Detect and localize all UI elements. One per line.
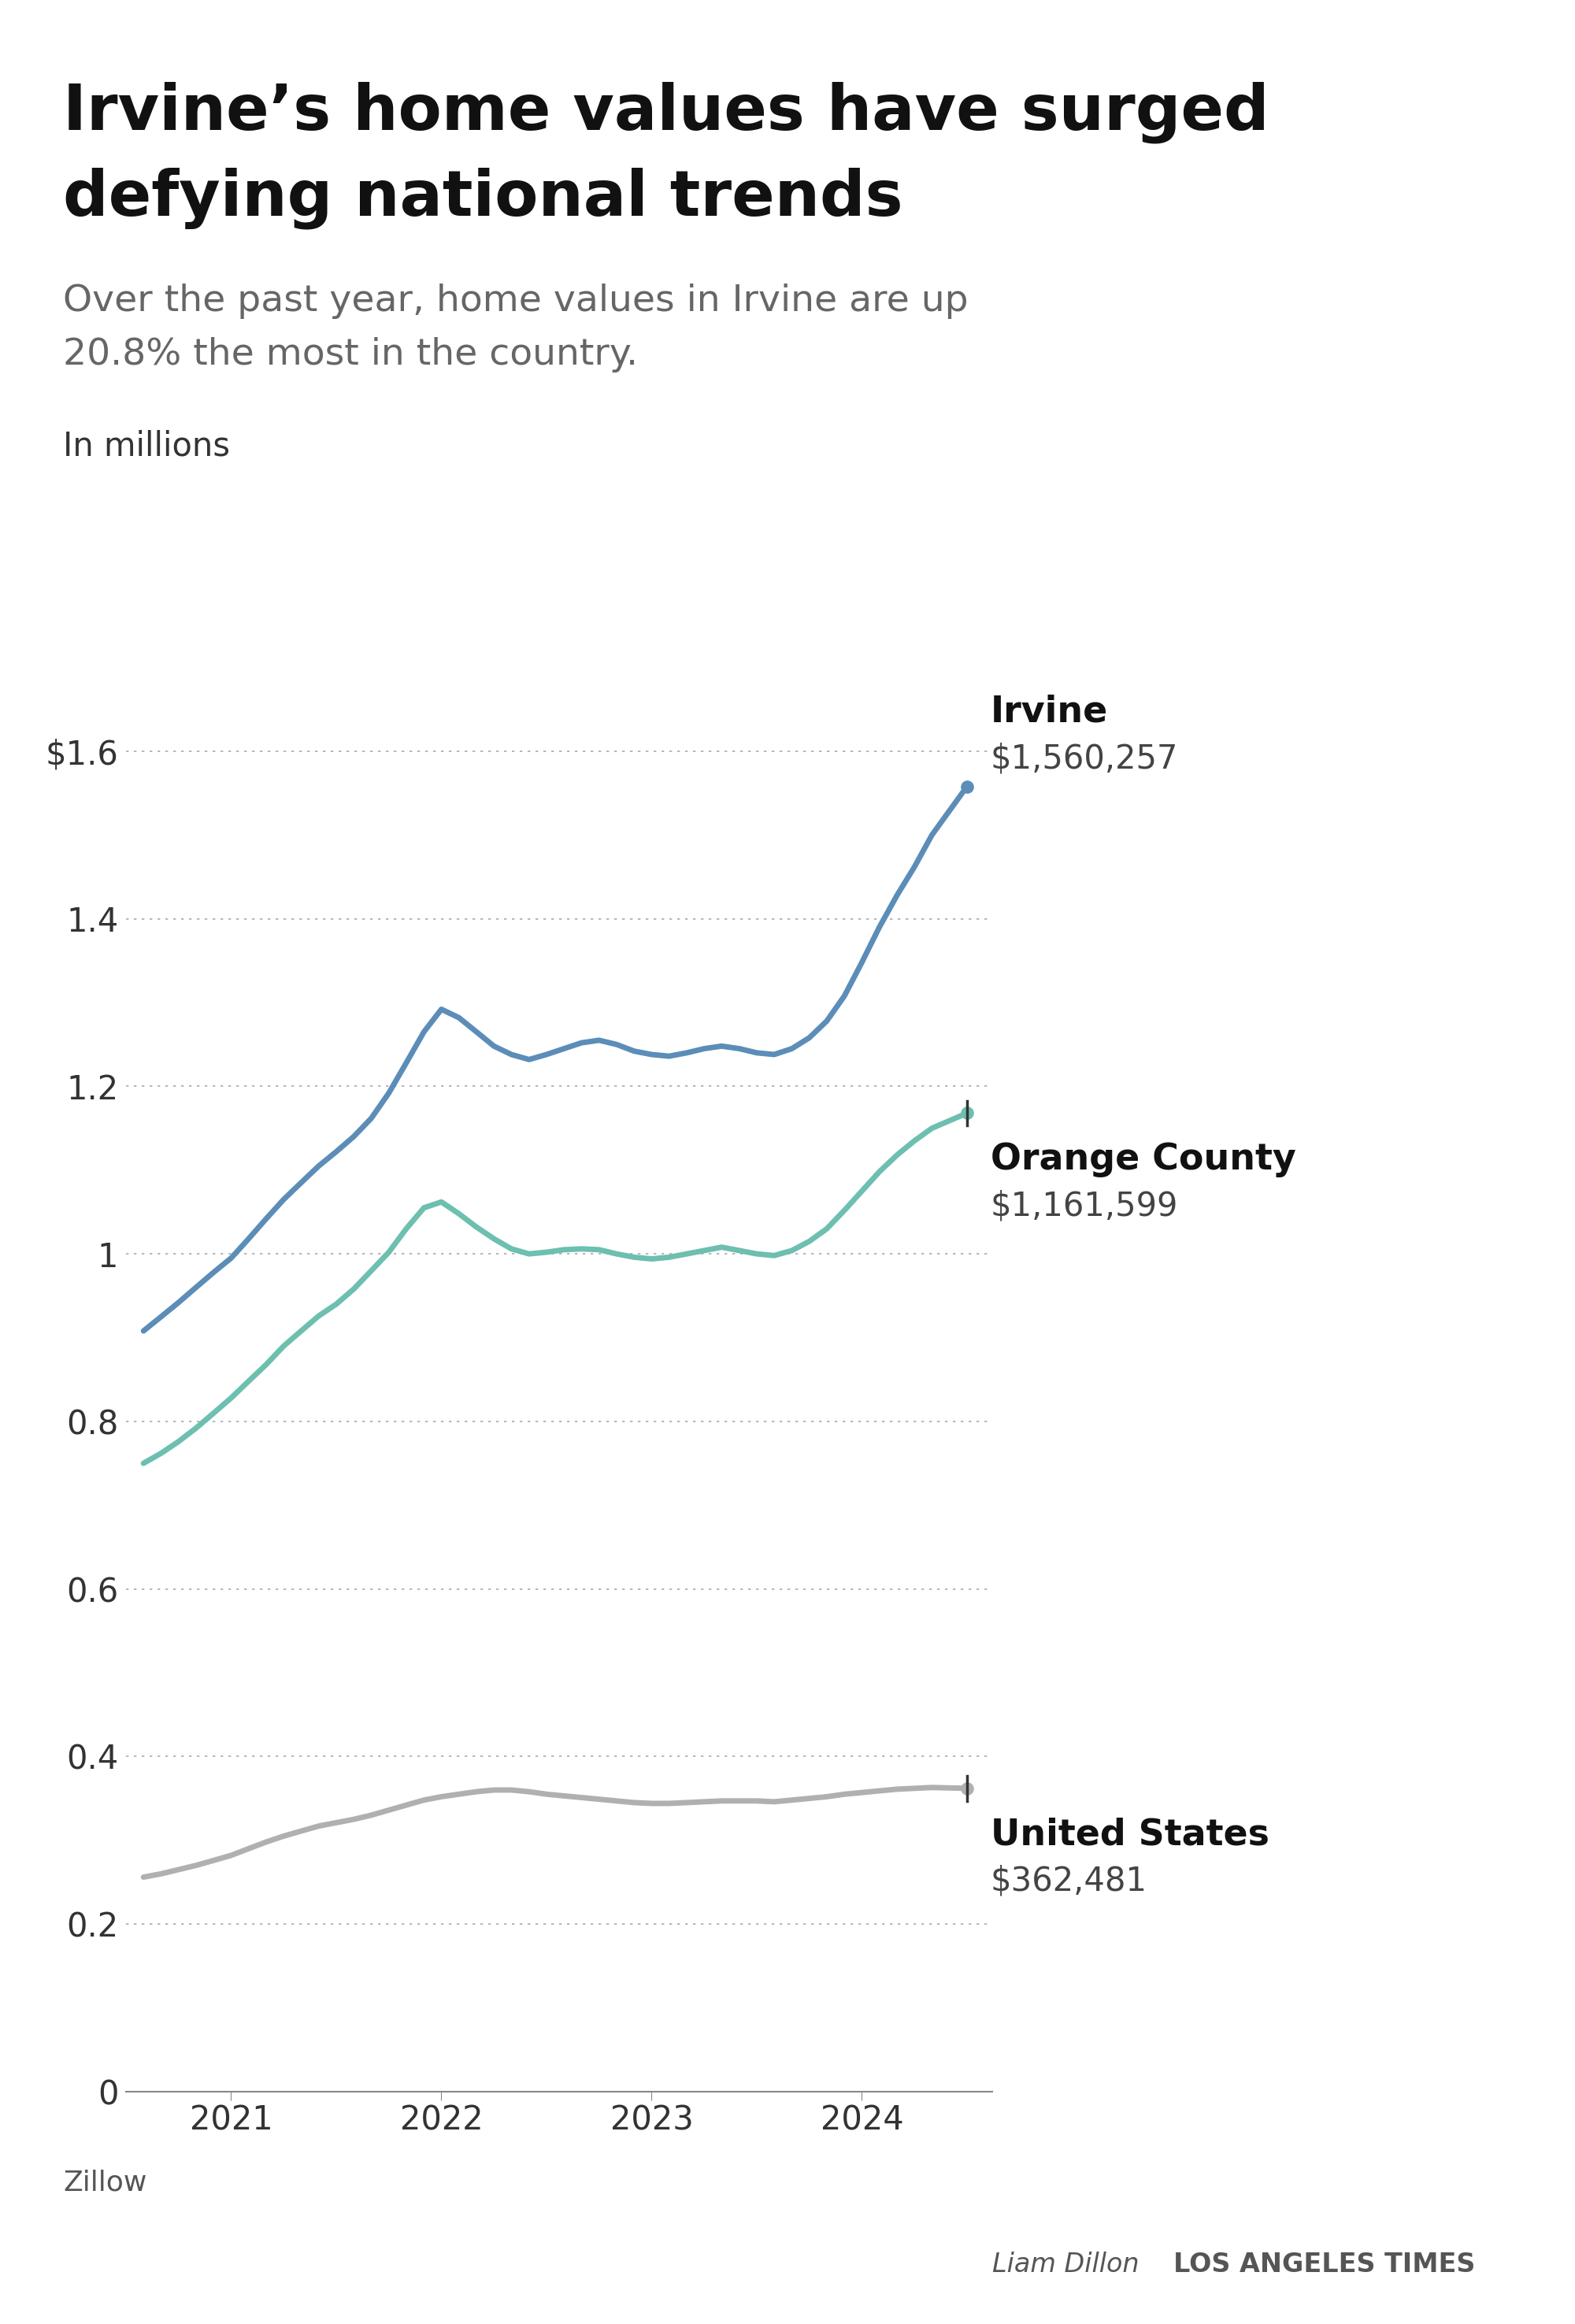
Text: Zillow: Zillow: [63, 2168, 146, 2196]
Text: In millions: In millions: [63, 430, 230, 462]
Text: United States: United States: [991, 1817, 1269, 1852]
Text: Orange County: Orange County: [991, 1141, 1296, 1178]
Text: 20.8% the most in the country.: 20.8% the most in the country.: [63, 337, 638, 372]
Text: Over the past year, home values in Irvine are up: Over the past year, home values in Irvin…: [63, 284, 969, 318]
Point: [954, 1095, 980, 1132]
Text: $1,161,599: $1,161,599: [991, 1190, 1178, 1222]
Text: $1,560,257: $1,560,257: [991, 741, 1178, 776]
Text: defying national trends: defying national trends: [63, 167, 902, 230]
Text: Irvine: Irvine: [991, 695, 1109, 730]
Text: Irvine’s home values have surged: Irvine’s home values have surged: [63, 81, 1269, 144]
Point: [954, 1771, 980, 1808]
Text: $362,481: $362,481: [991, 1864, 1147, 1899]
Text: Liam Dillon: Liam Dillon: [992, 2252, 1139, 2278]
Point: [954, 767, 980, 804]
Text: LOS ANGELES TIMES: LOS ANGELES TIMES: [1173, 2252, 1476, 2278]
